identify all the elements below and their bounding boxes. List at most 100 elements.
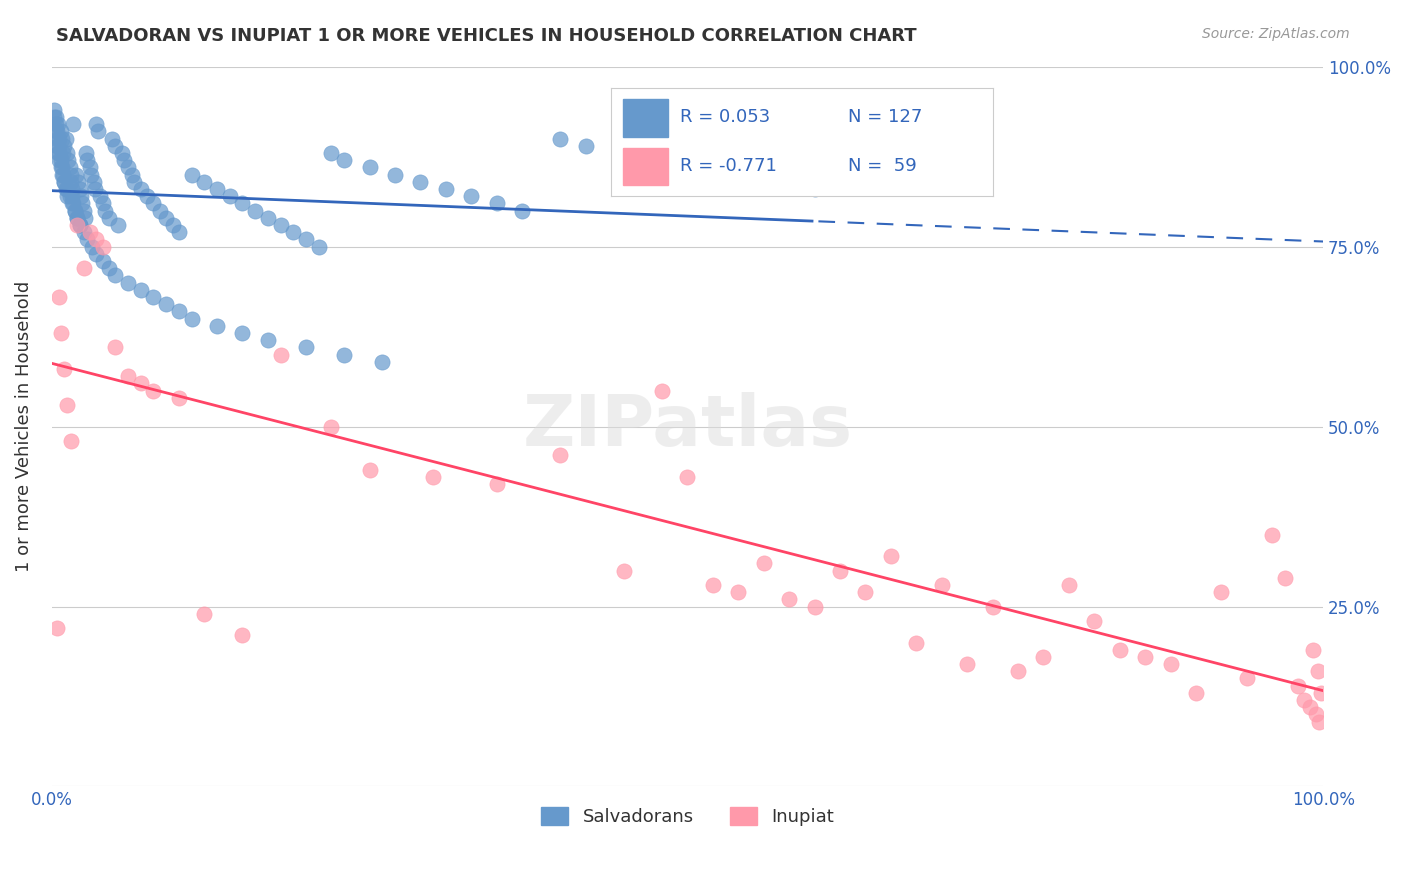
Point (100, 131, 122, 145)
Point (60, 189, 83, 203)
Point (72, 225, 94, 239)
Point (931, 578, 953, 592)
Point (129, 182, 152, 196)
Point (72, 203, 94, 218)
Point (550, 448, 572, 462)
Point (142, 196, 165, 211)
Point (384, 168, 406, 182)
Point (828, 564, 851, 578)
Point (1007, 665, 1029, 679)
Point (89, 189, 111, 203)
Point (53, 138, 76, 153)
Point (79, 161, 101, 175)
Point (1261, 527, 1284, 541)
Point (52, 168, 75, 182)
Point (62, 196, 84, 211)
Point (73, 211, 96, 225)
Point (1305, 707, 1327, 722)
Point (69, 182, 91, 196)
Point (613, 564, 636, 578)
Point (1236, 672, 1258, 686)
Point (149, 203, 172, 218)
Point (45, 621, 67, 635)
Point (689, 161, 711, 175)
Point (49, 124, 72, 138)
Point (257, 333, 280, 347)
Point (104, 340, 127, 354)
Point (905, 635, 928, 649)
Point (162, 218, 184, 232)
Point (63, 203, 86, 218)
Point (1083, 614, 1105, 628)
Point (613, 146, 636, 161)
Point (69, 218, 91, 232)
Point (231, 326, 253, 340)
Point (49, 326, 72, 340)
Point (66, 211, 89, 225)
Point (142, 384, 165, 398)
Point (205, 318, 228, 333)
Point (575, 138, 598, 153)
Point (62, 117, 84, 131)
Point (460, 189, 482, 203)
Point (58, 153, 80, 168)
Point (45, 124, 67, 138)
Point (218, 189, 240, 203)
Point (880, 549, 903, 563)
Point (56, 398, 79, 412)
Point (1160, 657, 1182, 672)
Point (55, 182, 77, 196)
Point (121, 168, 143, 182)
Point (231, 628, 253, 642)
Point (82, 239, 104, 253)
Text: ZIPatlas: ZIPatlas (523, 392, 852, 461)
Point (83, 175, 105, 189)
Point (981, 599, 1004, 614)
Point (86, 124, 108, 138)
Point (321, 419, 343, 434)
Point (91, 254, 114, 268)
Point (51, 161, 73, 175)
Point (727, 168, 749, 182)
Point (84, 117, 107, 131)
Point (84, 182, 107, 196)
Point (956, 657, 979, 672)
Point (59, 175, 82, 189)
Point (333, 347, 356, 361)
Point (45, 110, 67, 124)
Point (193, 175, 215, 189)
Point (52, 146, 75, 161)
Point (66, 218, 89, 232)
Point (45, 117, 67, 131)
Point (243, 203, 266, 218)
Point (45, 124, 67, 138)
Point (112, 153, 135, 168)
Point (97, 211, 120, 225)
Point (46, 138, 69, 153)
Text: Source: ZipAtlas.com: Source: ZipAtlas.com (1202, 27, 1350, 41)
Point (53, 175, 76, 189)
Point (1308, 714, 1330, 729)
Point (124, 175, 146, 189)
Point (1057, 578, 1080, 592)
Point (803, 599, 825, 614)
Point (72, 196, 94, 211)
Point (55, 131, 77, 145)
Point (60, 196, 83, 211)
Point (59, 168, 82, 182)
Point (193, 607, 215, 621)
Point (333, 153, 356, 168)
Point (283, 225, 305, 239)
Point (295, 232, 318, 246)
Point (76, 232, 98, 246)
Point (1299, 700, 1322, 714)
Point (117, 161, 139, 175)
Point (84, 232, 107, 246)
Point (422, 470, 444, 484)
Point (56, 189, 79, 203)
Point (46, 146, 69, 161)
Point (1306, 665, 1329, 679)
Point (56, 146, 79, 161)
Point (651, 384, 673, 398)
Point (142, 290, 165, 304)
